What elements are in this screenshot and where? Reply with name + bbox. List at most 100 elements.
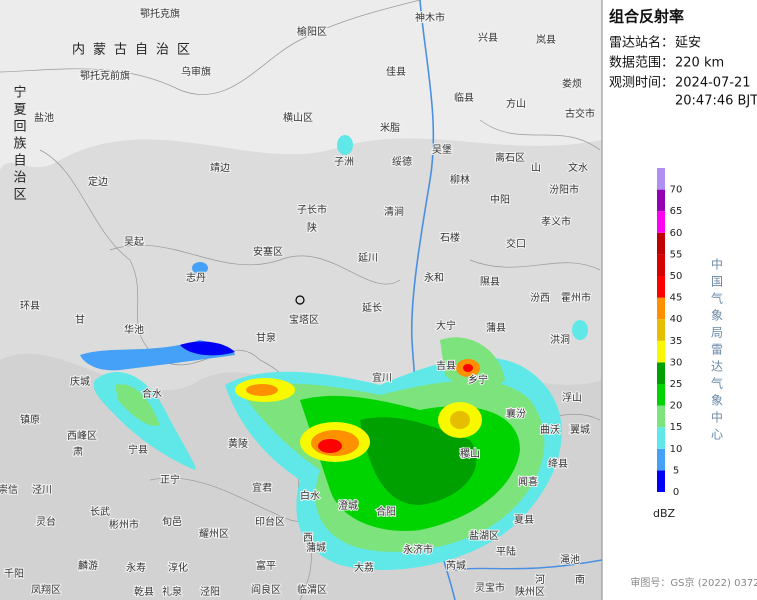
place-label: 乡宁 [468, 373, 488, 386]
place-label: 文水 [568, 161, 588, 174]
place-label: 乾县 [134, 585, 154, 598]
place-label: 离石区 [495, 151, 525, 164]
legend-swatch [657, 276, 665, 298]
place-label: 延川 [358, 252, 378, 264]
place-label: 灵台 [36, 515, 56, 528]
place-label: 佳县 [386, 65, 406, 78]
place-label: 吉县 [436, 360, 456, 372]
place-label: 盐湖区 [469, 529, 499, 542]
place-label: 印台区 [255, 515, 285, 528]
info-panel [602, 0, 757, 600]
region-label: 宁夏回族自治区 [11, 84, 27, 204]
place-label: 泾阳 [200, 585, 220, 598]
legend-swatch [657, 189, 665, 212]
place-label: 古交市 [565, 107, 595, 120]
place-label: 阎良区 [251, 583, 281, 596]
legend-swatch [657, 319, 665, 341]
legend-label: 45 [670, 293, 683, 304]
place-label: 浮山 [562, 392, 582, 404]
place-label: 正宁 [160, 473, 180, 486]
legend-label: 65 [670, 206, 683, 217]
legend-label: 15 [670, 422, 683, 433]
place-label: 石楼 [440, 231, 460, 244]
place-label: 合阳 [376, 505, 396, 518]
place-label: 甘泉 [256, 331, 276, 344]
place-label: 澄城 [338, 499, 358, 512]
legend-label: 5 [673, 465, 679, 476]
place-label: 渑池 [560, 553, 580, 566]
legend-label: 55 [670, 249, 683, 260]
legend-label: 25 [670, 379, 683, 390]
place-label: 凤翔区 [31, 583, 61, 596]
place-label: 霍州市 [561, 291, 591, 304]
place-label: 蒲县 [486, 321, 506, 334]
legend-swatch [657, 232, 665, 255]
place-label: 靖边 [210, 161, 230, 174]
place-label: 洪洞 [550, 334, 570, 346]
legend-swatch [657, 340, 665, 363]
place-label: 灵宝市 [475, 581, 505, 594]
place-label: 河 [535, 574, 545, 586]
place-label: 临渭区 [297, 583, 327, 596]
place-label: 环县 [20, 300, 40, 312]
place-label: 闻喜 [518, 475, 538, 488]
legend-swatch [657, 254, 665, 276]
legend-label: 60 [670, 228, 683, 239]
place-label: 吴起 [124, 236, 144, 248]
place-label: 汾西 [530, 292, 550, 304]
place-label: 兴县 [478, 32, 498, 44]
legend-swatch [657, 470, 665, 492]
legend-swatch [657, 405, 665, 428]
place-label: 芮城 [446, 559, 466, 572]
color-legend: 0 5 10 15 20 25 30 35 40 45 50 55 60 65 70 [657, 168, 682, 498]
legend-swatch [657, 297, 665, 320]
place-label: 麟游 [78, 559, 98, 572]
legend-label: 30 [670, 357, 683, 368]
place-label: 彬州市 [109, 518, 139, 531]
place-label: 襄汾 [506, 407, 526, 420]
place-label: 永济市 [403, 543, 433, 556]
place-label: 曲沃 [540, 424, 560, 436]
place-label: 中阳 [490, 193, 510, 206]
time-label: 观测时间： [609, 76, 674, 91]
place-label: 宜君 [252, 481, 272, 494]
place-label: 清涧 [384, 205, 404, 218]
place-label: 庆城 [70, 375, 90, 388]
place-label: 大宁 [436, 319, 456, 332]
place-label: 盐池 [34, 111, 54, 124]
place-label: 隰县 [480, 276, 500, 288]
radar-echo [80, 135, 588, 570]
place-label: 延长 [362, 302, 382, 314]
place-label: 平陆 [496, 545, 516, 558]
place-label: 娄烦 [562, 77, 582, 90]
place-label: 蒲城 [306, 541, 326, 554]
place-label: 志丹 [186, 271, 206, 284]
place-label: 定边 [88, 175, 108, 188]
place-label: 绥德 [392, 155, 412, 168]
place-label: 宜川 [372, 371, 392, 384]
place-label: 陕 [307, 221, 317, 234]
place-label: 崇信 [0, 484, 18, 496]
place-label: 富平 [256, 559, 276, 572]
place-label: 礼泉 [162, 585, 182, 598]
station-name: 延安 [675, 36, 701, 51]
place-label: 南 [575, 573, 585, 586]
place-label: 甘 [75, 313, 85, 326]
legend-swatch [657, 448, 665, 471]
place-label: 旬邑 [162, 515, 182, 528]
place-label: 方山 [506, 97, 526, 110]
place-label: 镇原 [20, 413, 40, 426]
place-label: 长武 [90, 505, 110, 518]
legend-swatch [657, 427, 665, 449]
legend-label: 10 [670, 444, 683, 455]
place-label: 大荔 [354, 561, 374, 574]
legend-label: 70 [670, 185, 683, 196]
map-approval: 审图号：GS京 (2022) 0372号 [630, 576, 757, 589]
place-label: 西 [303, 533, 313, 544]
place-label: 西峰区 [67, 430, 97, 442]
place-label: 临县 [454, 91, 474, 104]
legend-swatch [657, 362, 665, 384]
place-label: 黄陵 [228, 437, 248, 450]
place-label: 鄂托克前旗 [80, 69, 130, 82]
